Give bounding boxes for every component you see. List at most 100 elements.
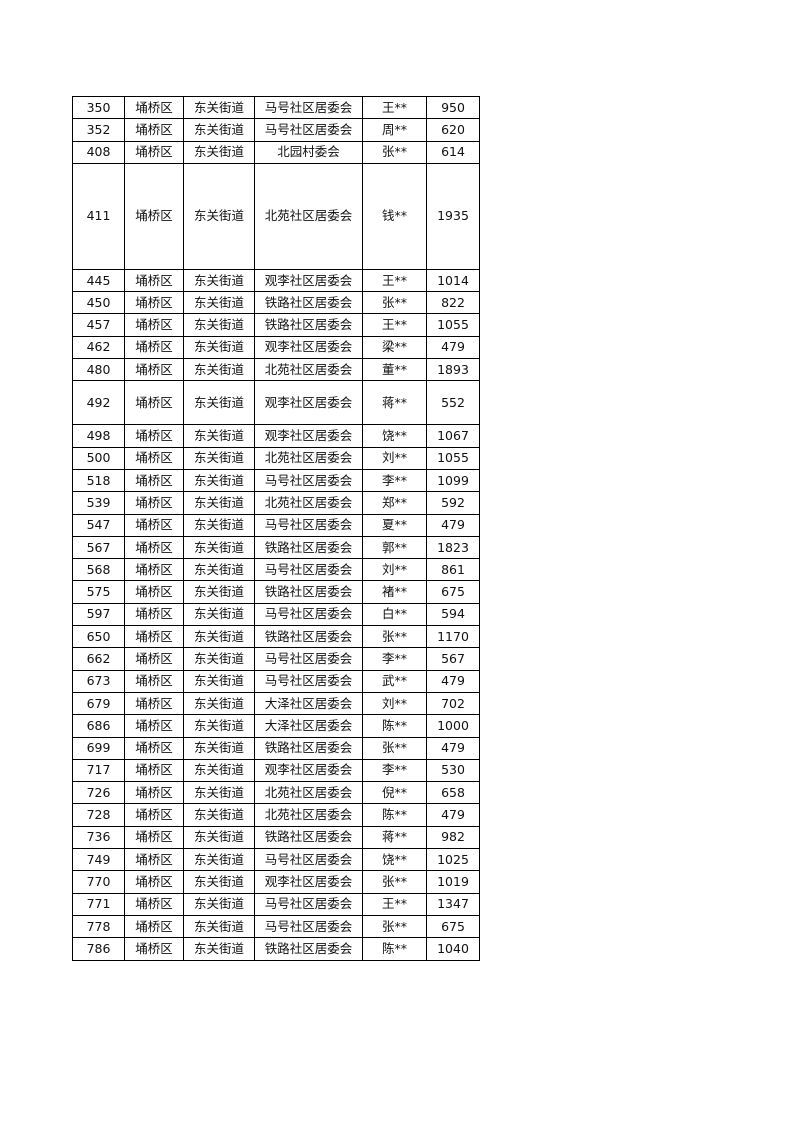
- cell-district: 埇桥区: [124, 825, 184, 850]
- cell-amount: 530: [426, 758, 480, 783]
- cell-street: 东关街道: [183, 118, 255, 142]
- cell-street: 东关街道: [183, 602, 255, 627]
- cell-district: 埇桥区: [124, 691, 184, 716]
- cell-number: 728: [72, 803, 125, 827]
- table-row: 771 埇桥区 东关街道 马号社区居委会 王** 1347: [72, 892, 480, 916]
- cell-community: 北苑社区居委会: [254, 446, 363, 470]
- table-row: 411 埇桥区 东关街道 北苑社区居委会 钱** 1935: [72, 162, 480, 270]
- cell-name: 刘**: [362, 691, 427, 716]
- cell-number: 411: [72, 162, 125, 270]
- cell-amount: 822: [426, 291, 480, 315]
- cell-community: 观李社区居委会: [254, 870, 363, 894]
- cell-number: 518: [72, 468, 125, 493]
- cell-number: 679: [72, 691, 125, 716]
- cell-amount: 567: [426, 647, 480, 671]
- table-row: 575 埇桥区 东关街道 铁路社区居委会 褚** 675: [72, 580, 480, 604]
- cell-name: 褚**: [362, 580, 427, 604]
- cell-number: 445: [72, 268, 125, 293]
- cell-amount: 1055: [426, 446, 480, 470]
- cell-amount: 1055: [426, 313, 480, 337]
- table-row: 457 埇桥区 东关街道 铁路社区居委会 王** 1055: [72, 313, 480, 337]
- cell-community: 观李社区居委会: [254, 335, 363, 360]
- cell-district: 埇桥区: [124, 580, 184, 604]
- table-row: 445 埇桥区 东关街道 观李社区居委会 王** 1014: [72, 268, 480, 293]
- table-row: 717 埇桥区 东关街道 观李社区居委会 李** 530: [72, 758, 480, 783]
- cell-name: 倪**: [362, 781, 427, 805]
- cell-district: 埇桥区: [124, 781, 184, 805]
- table-row: 567 埇桥区 东关街道 铁路社区居委会 郭** 1823: [72, 535, 480, 560]
- table-row: 450 埇桥区 东关街道 铁路社区居委会 张** 822: [72, 291, 480, 315]
- cell-name: 刘**: [362, 558, 427, 582]
- cell-district: 埇桥区: [124, 513, 184, 537]
- cell-district: 埇桥区: [124, 95, 184, 120]
- cell-street: 东关街道: [183, 647, 255, 671]
- cell-street: 东关街道: [183, 380, 255, 426]
- table-row: 539 埇桥区 东关街道 北苑社区居委会 郑** 592: [72, 491, 480, 515]
- cell-community: 铁路社区居委会: [254, 937, 363, 961]
- cell-district: 埇桥区: [124, 558, 184, 582]
- cell-amount: 479: [426, 803, 480, 827]
- table-row: 500 埇桥区 东关街道 北苑社区居委会 刘** 1055: [72, 446, 480, 470]
- cell-amount: 702: [426, 691, 480, 716]
- cell-community: 马号社区居委会: [254, 513, 363, 537]
- table-row: 518 埇桥区 东关街道 马号社区居委会 李** 1099: [72, 468, 480, 493]
- cell-community: 马号社区居委会: [254, 669, 363, 693]
- cell-name: 张**: [362, 625, 427, 649]
- cell-number: 662: [72, 647, 125, 671]
- cell-number: 597: [72, 602, 125, 627]
- cell-amount: 1067: [426, 424, 480, 448]
- cell-district: 埇桥区: [124, 335, 184, 360]
- cell-number: 567: [72, 535, 125, 560]
- cell-district: 埇桥区: [124, 313, 184, 337]
- cell-street: 东关街道: [183, 162, 255, 270]
- cell-community: 北苑社区居委会: [254, 162, 363, 270]
- cell-number: 650: [72, 625, 125, 649]
- cell-community: 马号社区居委会: [254, 95, 363, 120]
- cell-community: 马号社区居委会: [254, 892, 363, 916]
- cell-community: 马号社区居委会: [254, 118, 363, 142]
- cell-name: 钱**: [362, 162, 427, 270]
- cell-amount: 614: [426, 140, 480, 164]
- table-row: 408 埇桥区 东关街道 北园村委会 张** 614: [72, 140, 480, 164]
- cell-district: 埇桥区: [124, 870, 184, 894]
- cell-community: 铁路社区居委会: [254, 580, 363, 604]
- cell-street: 东关街道: [183, 914, 255, 939]
- cell-name: 王**: [362, 892, 427, 916]
- cell-district: 埇桥区: [124, 535, 184, 560]
- cell-number: 686: [72, 714, 125, 738]
- table-row: 736 埇桥区 东关街道 铁路社区居委会 蒋** 982: [72, 825, 480, 850]
- table-row: 749 埇桥区 东关街道 马号社区居委会 饶** 1025: [72, 848, 480, 872]
- table-row: 547 埇桥区 东关街道 马号社区居委会 夏** 479: [72, 513, 480, 537]
- cell-amount: 1019: [426, 870, 480, 894]
- cell-amount: 1099: [426, 468, 480, 493]
- cell-street: 东关街道: [183, 714, 255, 738]
- cell-amount: 675: [426, 914, 480, 939]
- cell-community: 铁路社区居委会: [254, 313, 363, 337]
- cell-amount: 658: [426, 781, 480, 805]
- cell-name: 张**: [362, 914, 427, 939]
- cell-name: 蒋**: [362, 380, 427, 426]
- cell-number: 462: [72, 335, 125, 360]
- cell-amount: 1040: [426, 937, 480, 961]
- cell-street: 东关街道: [183, 446, 255, 470]
- cell-name: 白**: [362, 602, 427, 627]
- cell-number: 350: [72, 95, 125, 120]
- cell-amount: 479: [426, 513, 480, 537]
- cell-street: 东关街道: [183, 781, 255, 805]
- cell-district: 埇桥区: [124, 625, 184, 649]
- cell-name: 郭**: [362, 535, 427, 560]
- cell-number: 568: [72, 558, 125, 582]
- table-row: 492 埇桥区 东关街道 观李社区居委会 蒋** 552: [72, 380, 480, 426]
- cell-community: 北苑社区居委会: [254, 803, 363, 827]
- cell-amount: 1025: [426, 848, 480, 872]
- table-row: 686 埇桥区 东关街道 大泽社区居委会 陈** 1000: [72, 714, 480, 738]
- cell-street: 东关街道: [183, 825, 255, 850]
- cell-community: 观李社区居委会: [254, 424, 363, 448]
- cell-district: 埇桥区: [124, 937, 184, 961]
- cell-community: 观李社区居委会: [254, 380, 363, 426]
- cell-name: 李**: [362, 647, 427, 671]
- cell-number: 726: [72, 781, 125, 805]
- cell-street: 东关街道: [183, 580, 255, 604]
- cell-street: 东关街道: [183, 140, 255, 164]
- cell-amount: 675: [426, 580, 480, 604]
